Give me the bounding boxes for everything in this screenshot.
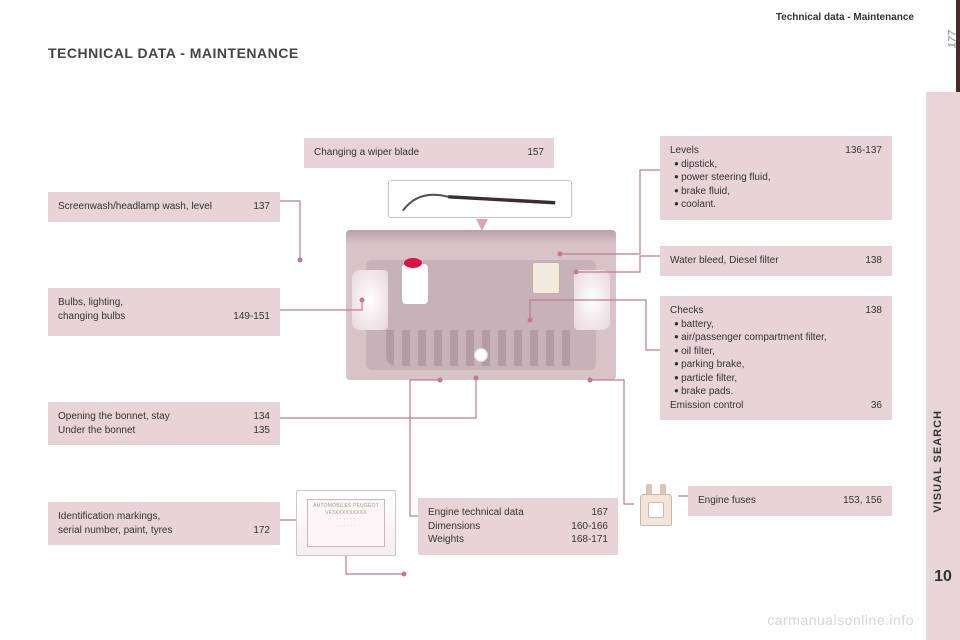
- arrow-down-icon: [476, 218, 488, 230]
- page-ref: 138: [865, 254, 882, 268]
- page-title: TECHNICAL DATA - MAINTENANCE: [48, 45, 299, 61]
- callout-fuses: Engine fuses 153, 156: [688, 486, 892, 516]
- label: Emission control: [670, 399, 743, 413]
- chapter-tab: 10: [926, 558, 960, 596]
- callout-bonnet: Opening the bonnet, stay 134 Under the bo…: [48, 402, 280, 445]
- bullet-list: dipstick, power steering fluid, brake fl…: [670, 158, 882, 212]
- label: Levels: [670, 144, 699, 158]
- page-ref: 134: [253, 410, 270, 424]
- label: Opening the bonnet, stay: [58, 410, 170, 424]
- page-ref: 135: [253, 424, 270, 438]
- callout-identification: Identification markings,serial number, p…: [48, 502, 280, 545]
- label: Under the bonnet: [58, 424, 135, 438]
- header-section: Technical data - Maintenance: [776, 12, 914, 23]
- callout-engine-data: Engine technical data 167 Dimensions 160-1…: [418, 498, 618, 555]
- label: Weights: [428, 533, 464, 547]
- page-number: 177: [946, 30, 958, 48]
- callout-wiper: Changing a wiper blade 157: [304, 138, 554, 168]
- label: Dimensions: [428, 520, 480, 534]
- page-ref: 137: [253, 200, 270, 214]
- wiper-blade-illustration: [388, 180, 572, 218]
- label: Checks: [670, 304, 703, 318]
- callout-checks: Checks 138 battery, air/passenger compart…: [660, 296, 892, 420]
- page-ref: 160-166: [571, 520, 608, 534]
- callout-bulbs: Bulbs, lighting,changing bulbs 149-151: [48, 288, 280, 336]
- side-label: VISUAL SEARCH: [932, 410, 944, 513]
- label: Engine technical data: [428, 506, 524, 520]
- callout-screenwash: Screenwash/headlamp wash, level 137: [48, 192, 280, 222]
- engine-bay-illustration: [346, 230, 616, 380]
- page-ref: 136-137: [845, 144, 882, 158]
- label: Engine fuses: [698, 494, 756, 508]
- label: Water bleed, Diesel filter: [670, 254, 779, 268]
- page-ref: 168-171: [571, 533, 608, 547]
- label: Screenwash/headlamp wash, level: [58, 200, 212, 214]
- callout-waterbleed: Water bleed, Diesel filter 138: [660, 246, 892, 276]
- label: Bulbs, lighting,changing bulbs: [58, 296, 125, 323]
- page-ref: 138: [865, 304, 882, 318]
- fuse-illustration: [634, 484, 678, 526]
- page-ref: 167: [591, 506, 608, 520]
- callout-levels: Levels 136-137 dipstick, power steering f…: [660, 136, 892, 220]
- label: Identification markings,serial number, p…: [58, 510, 173, 537]
- bullet-list: battery, air/passenger compartment filte…: [670, 318, 882, 399]
- page-ref: 149-151: [233, 310, 270, 324]
- page-ref: 153, 156: [843, 494, 882, 508]
- page-ref: 36: [871, 399, 882, 413]
- page-ref: 172: [253, 524, 270, 538]
- label: Changing a wiper blade: [314, 146, 419, 160]
- data-plate-illustration: AUTOMOBILES PEUGEOTVF3XXXXXXXXX· · · · ·…: [296, 490, 396, 556]
- manual-page: Technical data - Maintenance TECHNICAL D…: [0, 0, 960, 640]
- page-ref: 157: [527, 146, 544, 160]
- chapter-number: 10: [926, 558, 960, 596]
- watermark: carmanualsonline.info: [767, 612, 914, 628]
